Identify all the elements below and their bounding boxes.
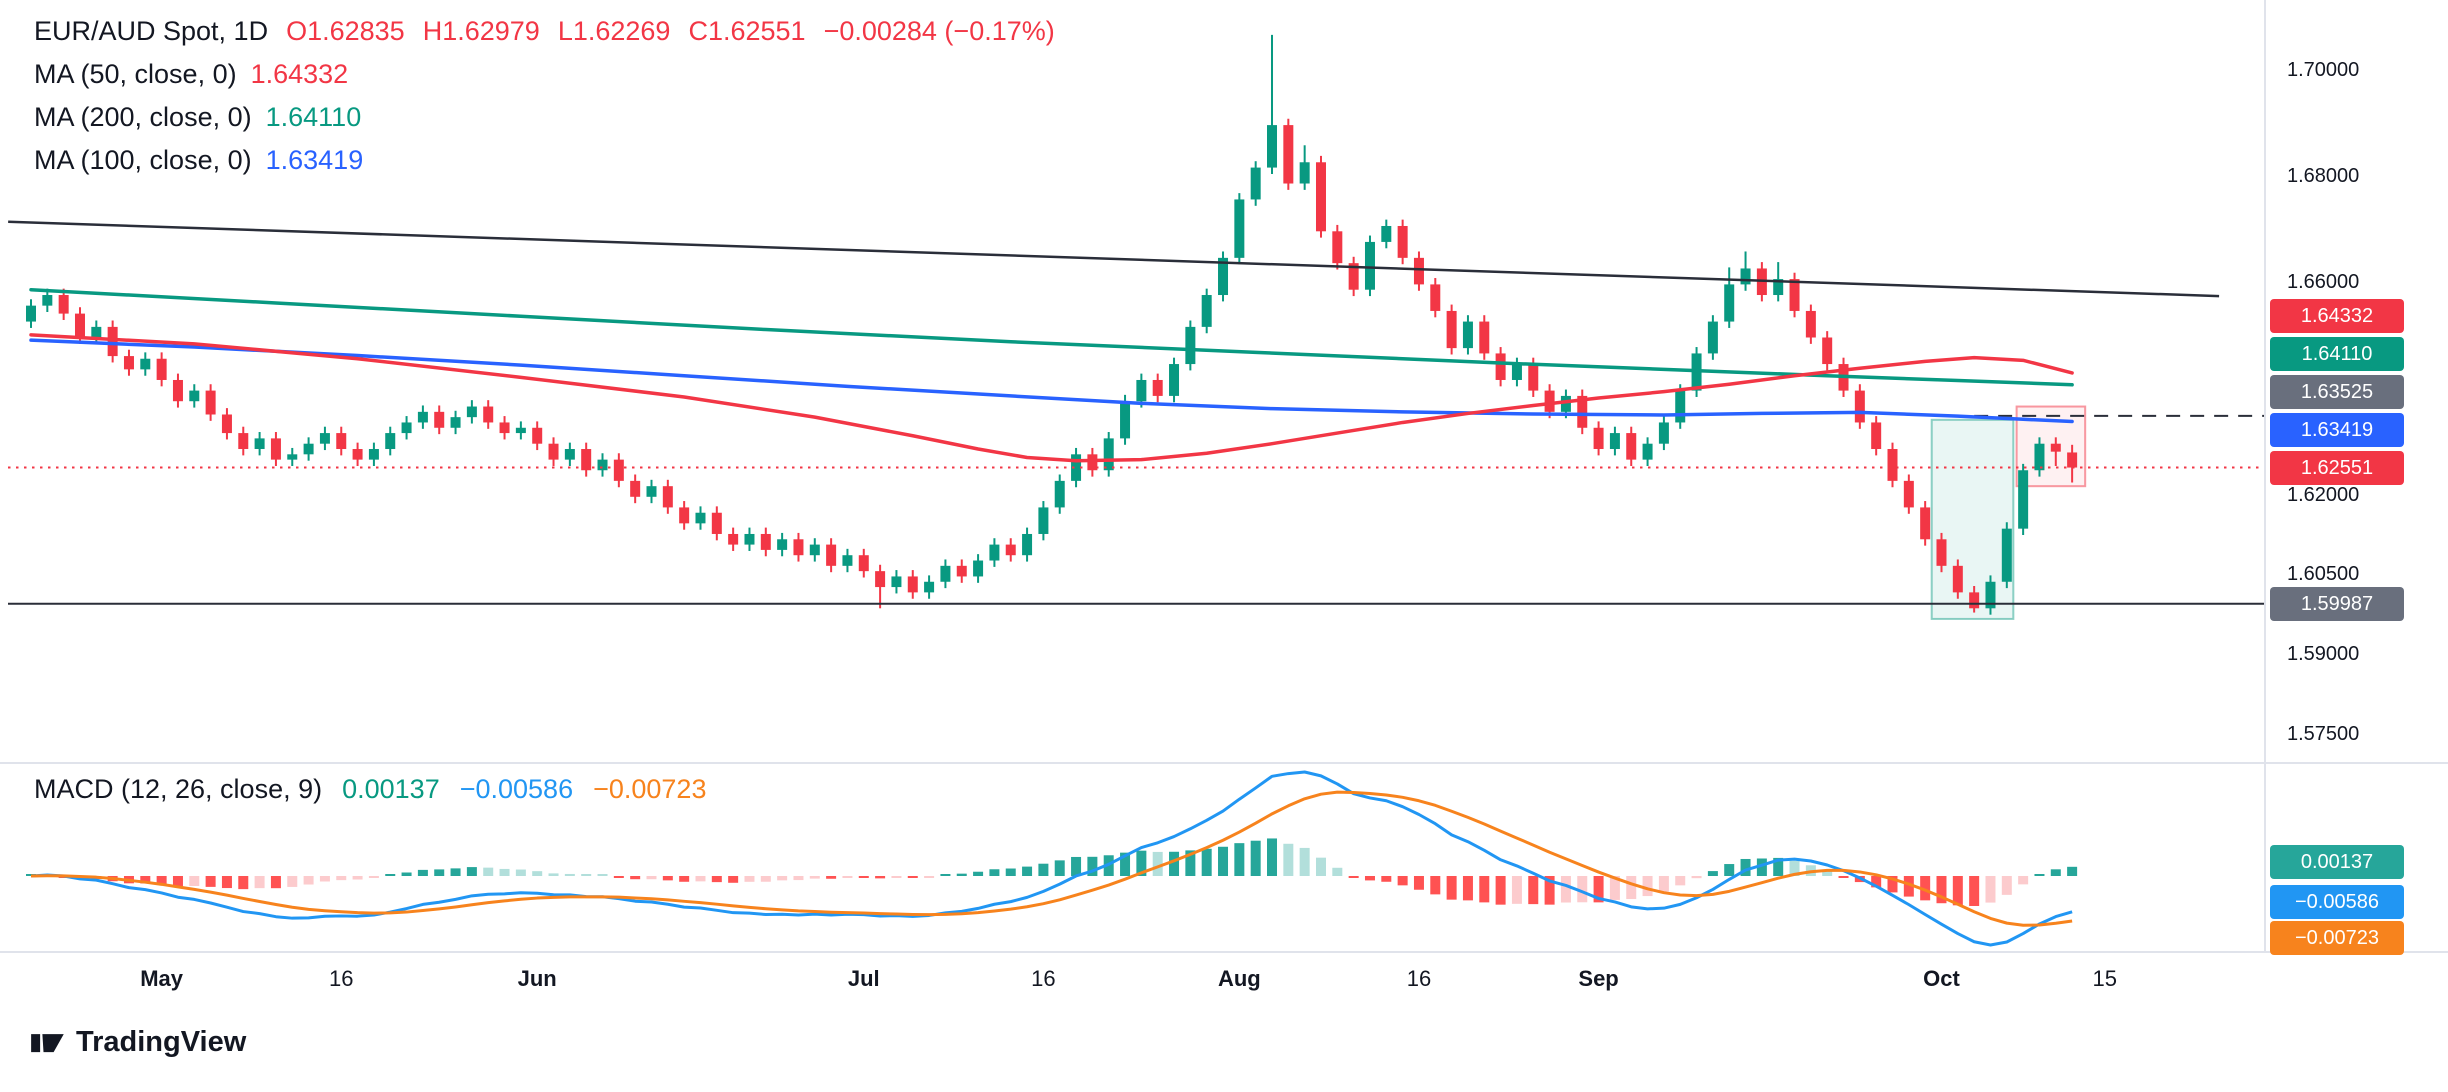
main-legend: EUR/AUD Spot, 1D O1.62835 H1.62979 L1.62… xyxy=(34,16,1055,188)
price-axis-label: 1.60500 xyxy=(2287,563,2360,586)
price-axis-label: 1.68000 xyxy=(2287,165,2360,188)
indicator-label: MA (100, close, 0) xyxy=(34,145,252,175)
price-axis-label: 1.62000 xyxy=(2287,483,2360,506)
price-badge-ma200: 1.64110 xyxy=(2270,337,2404,371)
macd-signal-value: −0.00723 xyxy=(593,774,707,804)
time-axis-label: Jun xyxy=(517,966,557,991)
ohlc-high: H1.62979 xyxy=(422,16,540,46)
price-axis[interactable]: 1.70000 1.68000 1.66000 1.62000 1.60500 1.590… xyxy=(2265,0,2448,955)
indicator-value: 1.63419 xyxy=(265,145,364,175)
symbol-row[interactable]: EUR/AUD Spot, 1D O1.62835 H1.62979 L1.62… xyxy=(34,16,1055,59)
price-badge-level: 1.63525 xyxy=(2270,375,2404,409)
macd-badge-1: −0.00586 xyxy=(2270,885,2404,919)
indicator-value: 1.64332 xyxy=(250,59,349,89)
price-axis-label: 1.57500 xyxy=(2287,722,2360,745)
price-axis-label: 1.66000 xyxy=(2287,271,2360,294)
indicator-row-ma200[interactable]: MA (200, close, 0) 1.64110 xyxy=(34,102,1055,145)
price-badge-ma50: 1.64332 xyxy=(2270,299,2404,333)
change-value: −0.00284 (−0.17%) xyxy=(823,16,1055,46)
time-axis-label: Jul xyxy=(847,966,880,991)
price-axis-label: 1.59000 xyxy=(2287,643,2360,666)
price-axis-label: 1.70000 xyxy=(2287,59,2360,81)
macd-line-value: −0.00586 xyxy=(459,774,574,804)
tradingview-logo-text: TradingView xyxy=(76,1025,247,1058)
ohlc-open: O1.62835 xyxy=(286,16,405,46)
indicator-label: MA (50, close, 0) xyxy=(34,59,237,89)
tradingview-logo-icon xyxy=(31,1034,64,1053)
indicator-label: MA (200, close, 0) xyxy=(34,102,252,132)
price-badge-ma100: 1.63419 xyxy=(2270,413,2404,447)
time-axis-label: Sep xyxy=(1578,966,1619,991)
macd-label: MACD (12, 26, close, 9) xyxy=(34,774,323,804)
price-badge-last-price: 1.62551 xyxy=(2270,451,2404,485)
indicator-row-ma100[interactable]: MA (100, close, 0) 1.63419 xyxy=(34,145,1055,188)
ohlc-low: L1.62269 xyxy=(557,16,671,46)
macd-badge-2: −0.00723 xyxy=(2270,921,2404,955)
macd-legend[interactable]: MACD (12, 26, close, 9) 0.00137 −0.00586… xyxy=(34,774,706,805)
time-axis-label: 16 xyxy=(1031,966,1056,991)
price-badge-support: 1.59987 xyxy=(2270,587,2404,621)
ohlc-close: C1.62551 xyxy=(688,16,806,46)
time-axis-label: May xyxy=(140,966,184,991)
time-axis-label: 16 xyxy=(329,966,354,991)
macd-badge-0: 0.00137 xyxy=(2270,845,2404,879)
time-axis-label: 16 xyxy=(1406,966,1432,991)
time-axis-label: 15 xyxy=(2092,966,2118,991)
time-axis-label: Aug xyxy=(1217,966,1261,991)
time-axis[interactable]: May 16 Jun Jul 16 Aug 16 Sep Oct 15 xyxy=(0,952,2448,1010)
indicator-value: 1.64110 xyxy=(265,102,362,132)
macd-hist-value: 0.00137 xyxy=(342,774,440,804)
symbol-title[interactable]: EUR/AUD Spot, 1D xyxy=(34,16,269,46)
time-axis-label: Oct xyxy=(1923,966,1960,991)
tradingview-logo[interactable]: TradingView xyxy=(30,1024,246,1060)
indicator-row-ma50[interactable]: MA (50, close, 0) 1.64332 xyxy=(34,59,1055,102)
